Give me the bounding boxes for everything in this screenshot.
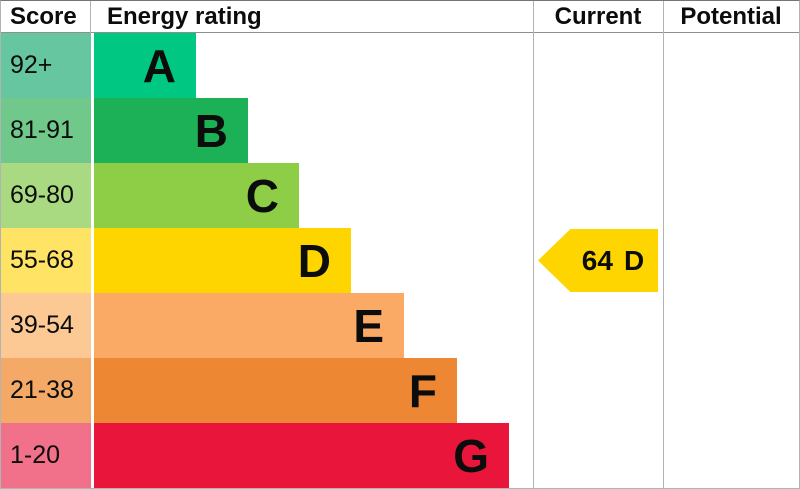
chart-header: Score Energy rating Current Potential bbox=[1, 1, 799, 33]
score-range-label-g: 1-20 bbox=[1, 423, 91, 488]
score-range-label-b: 81-91 bbox=[1, 98, 91, 163]
current-marker-band: D bbox=[623, 244, 645, 276]
potential-column-divider bbox=[663, 1, 664, 488]
header-potential-label: Potential bbox=[680, 3, 782, 30]
band-bar-b: B bbox=[94, 98, 248, 163]
header-score-label: Score bbox=[10, 3, 77, 30]
band-bar-g: G bbox=[94, 423, 509, 488]
band-bar-a: A bbox=[94, 33, 196, 98]
band-row-f: 21-38 F bbox=[1, 358, 799, 423]
score-range-label-e: 39-54 bbox=[1, 293, 91, 358]
current-column-divider bbox=[533, 1, 534, 488]
band-row-g: 1-20 G bbox=[1, 423, 799, 488]
score-range-label-d: 55-68 bbox=[1, 228, 91, 293]
band-row-b: 81-91 B bbox=[1, 98, 799, 163]
band-bar-d: D bbox=[94, 228, 351, 293]
band-row-e: 39-54 E bbox=[1, 293, 799, 358]
score-column-divider bbox=[90, 1, 91, 33]
header-current-label: Current bbox=[554, 3, 642, 30]
band-bar-c: C bbox=[94, 163, 299, 228]
score-range-label-a: 92+ bbox=[1, 33, 91, 98]
header-energy-rating-label: Energy rating bbox=[107, 3, 262, 30]
score-range-label-f: 21-38 bbox=[1, 358, 91, 423]
band-row-d: 55-68 D bbox=[1, 228, 799, 293]
band-bar-e: E bbox=[94, 293, 404, 358]
score-range-label-c: 69-80 bbox=[1, 163, 91, 228]
band-bar-f: F bbox=[94, 358, 457, 423]
band-row-c: 69-80 C bbox=[1, 163, 799, 228]
current-marker-value: 64 bbox=[581, 244, 613, 276]
band-row-a: 92+ A bbox=[1, 33, 799, 98]
